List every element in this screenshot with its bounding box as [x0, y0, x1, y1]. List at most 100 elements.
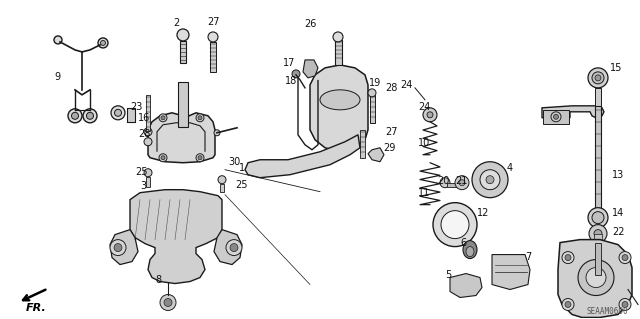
Text: 14: 14: [612, 208, 624, 218]
Bar: [595, 88, 601, 106]
Circle shape: [592, 211, 604, 224]
Ellipse shape: [320, 90, 360, 110]
Polygon shape: [214, 230, 242, 264]
Circle shape: [562, 299, 574, 310]
Circle shape: [441, 211, 469, 239]
Bar: [220, 184, 224, 192]
Text: 24: 24: [418, 102, 430, 112]
Circle shape: [198, 156, 202, 160]
Text: 27: 27: [207, 17, 220, 27]
Text: 6: 6: [460, 238, 466, 248]
Text: 11: 11: [418, 188, 430, 198]
Bar: [146, 177, 150, 187]
Text: 20: 20: [437, 176, 449, 186]
Text: 17: 17: [283, 58, 296, 68]
Text: 26: 26: [304, 19, 316, 29]
Circle shape: [144, 169, 152, 177]
Circle shape: [565, 255, 571, 261]
Bar: [595, 242, 601, 275]
Circle shape: [619, 252, 631, 263]
Circle shape: [592, 72, 604, 84]
Bar: [595, 106, 601, 216]
Text: 25: 25: [235, 180, 248, 190]
Circle shape: [100, 41, 106, 45]
Bar: [360, 130, 365, 158]
Circle shape: [177, 29, 189, 41]
Circle shape: [198, 116, 202, 120]
Circle shape: [622, 301, 628, 308]
Circle shape: [486, 176, 494, 184]
Text: 21: 21: [455, 176, 467, 186]
Bar: [335, 40, 342, 65]
Text: 13: 13: [612, 170, 624, 180]
Text: 15: 15: [610, 63, 622, 73]
Circle shape: [54, 36, 62, 44]
Bar: [178, 82, 188, 127]
Text: 25: 25: [135, 167, 147, 177]
Circle shape: [622, 255, 628, 261]
Text: 28: 28: [138, 129, 150, 139]
Text: 10: 10: [418, 138, 430, 148]
Circle shape: [594, 230, 602, 238]
Circle shape: [111, 106, 125, 120]
Circle shape: [98, 38, 108, 48]
Text: 29: 29: [383, 143, 396, 153]
Circle shape: [427, 112, 433, 118]
Text: 3: 3: [140, 181, 146, 191]
Bar: [146, 95, 150, 131]
Text: 18: 18: [285, 76, 297, 86]
Polygon shape: [310, 65, 368, 152]
Circle shape: [588, 208, 608, 228]
Circle shape: [551, 112, 561, 122]
Circle shape: [196, 154, 204, 162]
Circle shape: [472, 162, 508, 198]
Circle shape: [161, 116, 165, 120]
Circle shape: [144, 138, 152, 146]
Circle shape: [218, 176, 226, 184]
Circle shape: [459, 180, 465, 186]
Text: 8: 8: [155, 275, 161, 285]
Circle shape: [226, 240, 242, 256]
Text: 5: 5: [445, 270, 451, 279]
Bar: [127, 108, 135, 122]
Text: 22: 22: [612, 226, 625, 237]
Circle shape: [144, 128, 152, 136]
Circle shape: [595, 75, 601, 81]
Text: 16: 16: [138, 113, 150, 123]
Polygon shape: [558, 240, 632, 317]
Bar: [543, 110, 569, 124]
Circle shape: [589, 225, 607, 242]
Ellipse shape: [466, 247, 474, 256]
Circle shape: [110, 240, 126, 256]
Text: SEAAM0600: SEAAM0600: [586, 308, 628, 316]
Circle shape: [588, 68, 608, 88]
Text: 12: 12: [477, 208, 490, 218]
Circle shape: [114, 244, 122, 252]
Circle shape: [161, 156, 165, 160]
Text: 4: 4: [507, 163, 513, 173]
Bar: [447, 183, 459, 187]
Circle shape: [423, 108, 437, 122]
Circle shape: [565, 301, 571, 308]
Bar: [210, 42, 216, 72]
Circle shape: [68, 109, 82, 123]
Text: 30: 30: [228, 157, 240, 167]
Circle shape: [196, 114, 204, 122]
Circle shape: [83, 109, 97, 123]
Circle shape: [214, 130, 220, 136]
Circle shape: [333, 32, 343, 42]
Text: 28: 28: [385, 83, 397, 93]
Circle shape: [455, 176, 469, 190]
Text: 19: 19: [369, 78, 381, 88]
Text: 9: 9: [54, 72, 60, 82]
Bar: [180, 41, 186, 63]
Circle shape: [164, 299, 172, 307]
Text: 27: 27: [385, 127, 397, 137]
Circle shape: [292, 70, 300, 78]
Polygon shape: [542, 106, 604, 118]
Circle shape: [578, 260, 614, 295]
Polygon shape: [148, 113, 215, 163]
Polygon shape: [245, 135, 360, 178]
Polygon shape: [492, 255, 530, 290]
Polygon shape: [130, 190, 222, 284]
